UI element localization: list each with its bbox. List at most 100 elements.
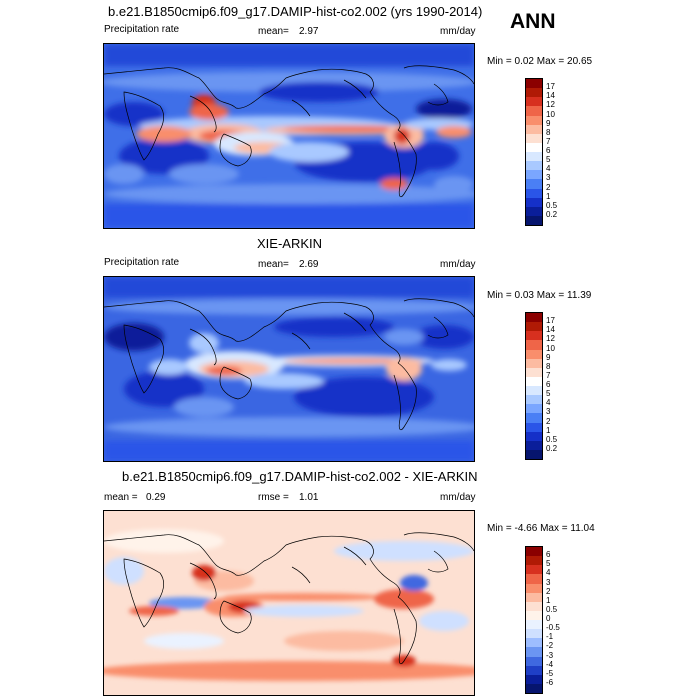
colorbar-level-label: 10 bbox=[546, 343, 555, 353]
panel2-mean-value: 2.69 bbox=[299, 259, 319, 270]
colorbar-segment bbox=[526, 665, 542, 675]
colorbar-segment bbox=[526, 674, 542, 684]
colorbar-segment bbox=[526, 547, 542, 557]
colorbar-level-label: -5 bbox=[546, 668, 554, 678]
colorbar-level-label: 17 bbox=[546, 82, 555, 92]
colorbar-level-label: 9 bbox=[546, 352, 551, 362]
colorbar-level-label: 5 bbox=[546, 389, 551, 399]
panel3-rmse-value: 1.01 bbox=[299, 492, 319, 503]
panel1-mean-label: mean= bbox=[258, 26, 289, 37]
colorbar-segment bbox=[526, 656, 542, 666]
colorbar-level-label: 1 bbox=[546, 425, 551, 435]
colorbar-segment bbox=[526, 215, 542, 225]
panel3-mean-value: 0.29 bbox=[146, 492, 166, 503]
colorbar-level-label: -0.5 bbox=[546, 623, 560, 633]
colorbar-segment bbox=[526, 161, 542, 171]
colorbar-segment bbox=[526, 638, 542, 648]
colorbar-level-label: 7 bbox=[546, 136, 551, 146]
colorbar-segment bbox=[526, 322, 542, 332]
colorbar-segment bbox=[526, 331, 542, 341]
colorbar-level-label: 3 bbox=[546, 407, 551, 417]
colorbar-segment bbox=[526, 358, 542, 368]
colorbar-segment bbox=[526, 179, 542, 189]
colorbar-segment bbox=[526, 349, 542, 359]
colorbar-level-label: 0.5 bbox=[546, 200, 558, 210]
colorbar-level-label: 5 bbox=[546, 559, 551, 569]
panel3-colorbar bbox=[525, 546, 543, 694]
panel2-units: mm/day bbox=[440, 259, 476, 270]
colorbar-segment bbox=[526, 88, 542, 98]
colorbar-level-label: -6 bbox=[546, 677, 554, 687]
colorbar-level-label: 12 bbox=[546, 100, 555, 110]
colorbar-segment bbox=[526, 629, 542, 639]
colorbar-level-label: 2 bbox=[546, 182, 551, 192]
colorbar-segment bbox=[526, 376, 542, 386]
colorbar-level-label: 0.2 bbox=[546, 443, 558, 453]
panel1-minmax: Min = 0.02 Max = 20.65 bbox=[487, 56, 593, 67]
panel3-rmse-label: rmse = bbox=[258, 492, 289, 503]
colorbar-segment bbox=[526, 583, 542, 593]
panel3-map bbox=[103, 510, 475, 696]
colorbar-segment bbox=[526, 206, 542, 216]
colorbar-level-label: 14 bbox=[546, 91, 555, 101]
panel2-map-graphic bbox=[104, 277, 474, 461]
panel1-title: b.e21.B1850cmip6.f09_g17.DAMIP-hist-co2.… bbox=[108, 4, 483, 19]
colorbar-segment bbox=[526, 395, 542, 405]
panel1-mean-value: 2.97 bbox=[299, 26, 319, 37]
panel2-minmax: Min = 0.03 Max = 11.39 bbox=[487, 290, 592, 301]
colorbar-level-label: 0.5 bbox=[546, 434, 558, 444]
panel2-map bbox=[103, 276, 475, 462]
colorbar-segment bbox=[526, 449, 542, 459]
colorbar-segment bbox=[526, 313, 542, 323]
panel1-variable-label: Precipitation rate bbox=[104, 24, 180, 35]
colorbar-segment bbox=[526, 647, 542, 657]
colorbar-segment bbox=[526, 115, 542, 125]
colorbar-segment bbox=[526, 413, 542, 423]
colorbar-segment bbox=[526, 386, 542, 396]
panel2-mean-label: mean= bbox=[258, 259, 289, 270]
colorbar-level-label: 9 bbox=[546, 118, 551, 128]
panel1-map bbox=[103, 43, 475, 229]
panel1-map-graphic bbox=[104, 44, 474, 228]
colorbar-level-label: 7 bbox=[546, 370, 551, 380]
panel3-units: mm/day bbox=[440, 492, 476, 503]
colorbar-segment bbox=[526, 574, 542, 584]
colorbar-level-label: 8 bbox=[546, 361, 551, 371]
panel3-map-graphic bbox=[104, 511, 474, 695]
colorbar-level-label: -3 bbox=[546, 650, 554, 660]
colorbar-segment bbox=[526, 79, 542, 89]
colorbar-level-label: 14 bbox=[546, 325, 555, 335]
colorbar-segment bbox=[526, 610, 542, 620]
colorbar-level-label: 6 bbox=[546, 146, 551, 155]
colorbar-segment bbox=[526, 170, 542, 180]
panel1-colorbar bbox=[525, 78, 543, 226]
colorbar-level-label: 8 bbox=[546, 127, 551, 137]
colorbar-segment bbox=[526, 340, 542, 350]
colorbar-segment bbox=[526, 440, 542, 450]
colorbar-level-label: 17 bbox=[546, 316, 555, 326]
colorbar-segment bbox=[526, 367, 542, 377]
colorbar-segment bbox=[526, 683, 542, 693]
colorbar-segment bbox=[526, 601, 542, 611]
panel2-title: XIE-ARKIN bbox=[257, 236, 323, 251]
colorbar-segment bbox=[526, 133, 542, 143]
colorbar-segment bbox=[526, 188, 542, 198]
colorbar-segment bbox=[526, 197, 542, 207]
colorbar-segment bbox=[526, 422, 542, 432]
colorbar-level-label: 2 bbox=[546, 586, 551, 596]
panel3-minmax: Min = -4.66 Max = 11.04 bbox=[487, 523, 595, 534]
colorbar-segment bbox=[526, 592, 542, 602]
colorbar-level-label: 1 bbox=[546, 191, 551, 201]
colorbar-segment bbox=[526, 124, 542, 134]
season-label: ANN bbox=[510, 10, 556, 33]
colorbar-level-label: 10 bbox=[546, 109, 555, 119]
panel1-units: mm/day bbox=[440, 26, 476, 37]
colorbar-level-label: 3 bbox=[546, 577, 551, 587]
colorbar-segment bbox=[526, 556, 542, 566]
colorbar-segment bbox=[526, 620, 542, 630]
colorbar-level-label: -4 bbox=[546, 659, 554, 669]
colorbar-segment bbox=[526, 565, 542, 575]
colorbar-level-label: 0.5 bbox=[546, 604, 558, 614]
colorbar-level-label: 4 bbox=[546, 398, 551, 408]
colorbar-segment bbox=[526, 106, 542, 116]
